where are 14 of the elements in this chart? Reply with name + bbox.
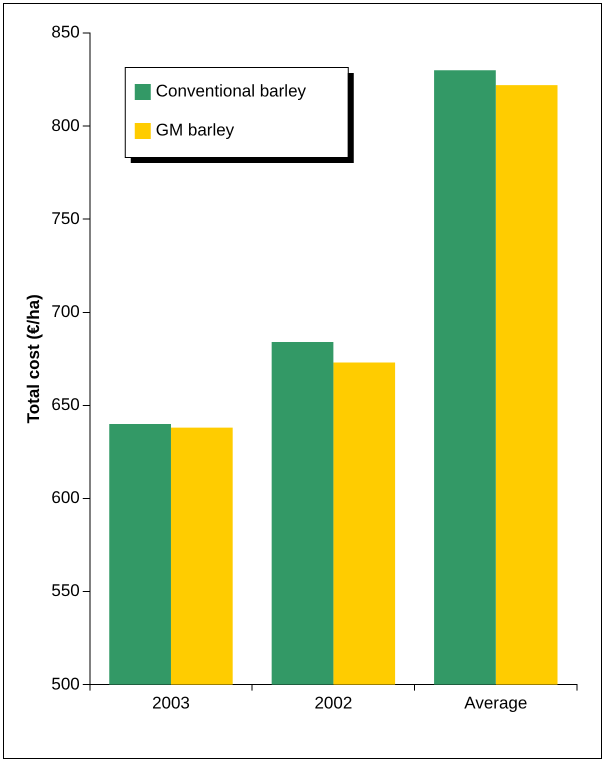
x-tick-label: 2002 <box>314 693 352 712</box>
legend-label: Conventional barley <box>156 82 307 101</box>
y-tick-label: 700 <box>51 302 80 321</box>
y-tick-label: 600 <box>51 488 80 508</box>
y-tick-label: 500 <box>51 674 80 694</box>
x-tick-label: Average <box>464 693 528 712</box>
y-tick-label: 800 <box>51 116 80 135</box>
y-axis-title: Total cost (€/ha) <box>24 294 43 424</box>
y-tick-label: 750 <box>51 208 80 228</box>
legend-label: GM barley <box>156 120 235 140</box>
y-tick-label: 550 <box>51 581 80 600</box>
y-tick-label: 850 <box>51 22 80 42</box>
y-tick-label: 650 <box>51 395 80 414</box>
x-tick-label: 2003 <box>152 693 190 712</box>
